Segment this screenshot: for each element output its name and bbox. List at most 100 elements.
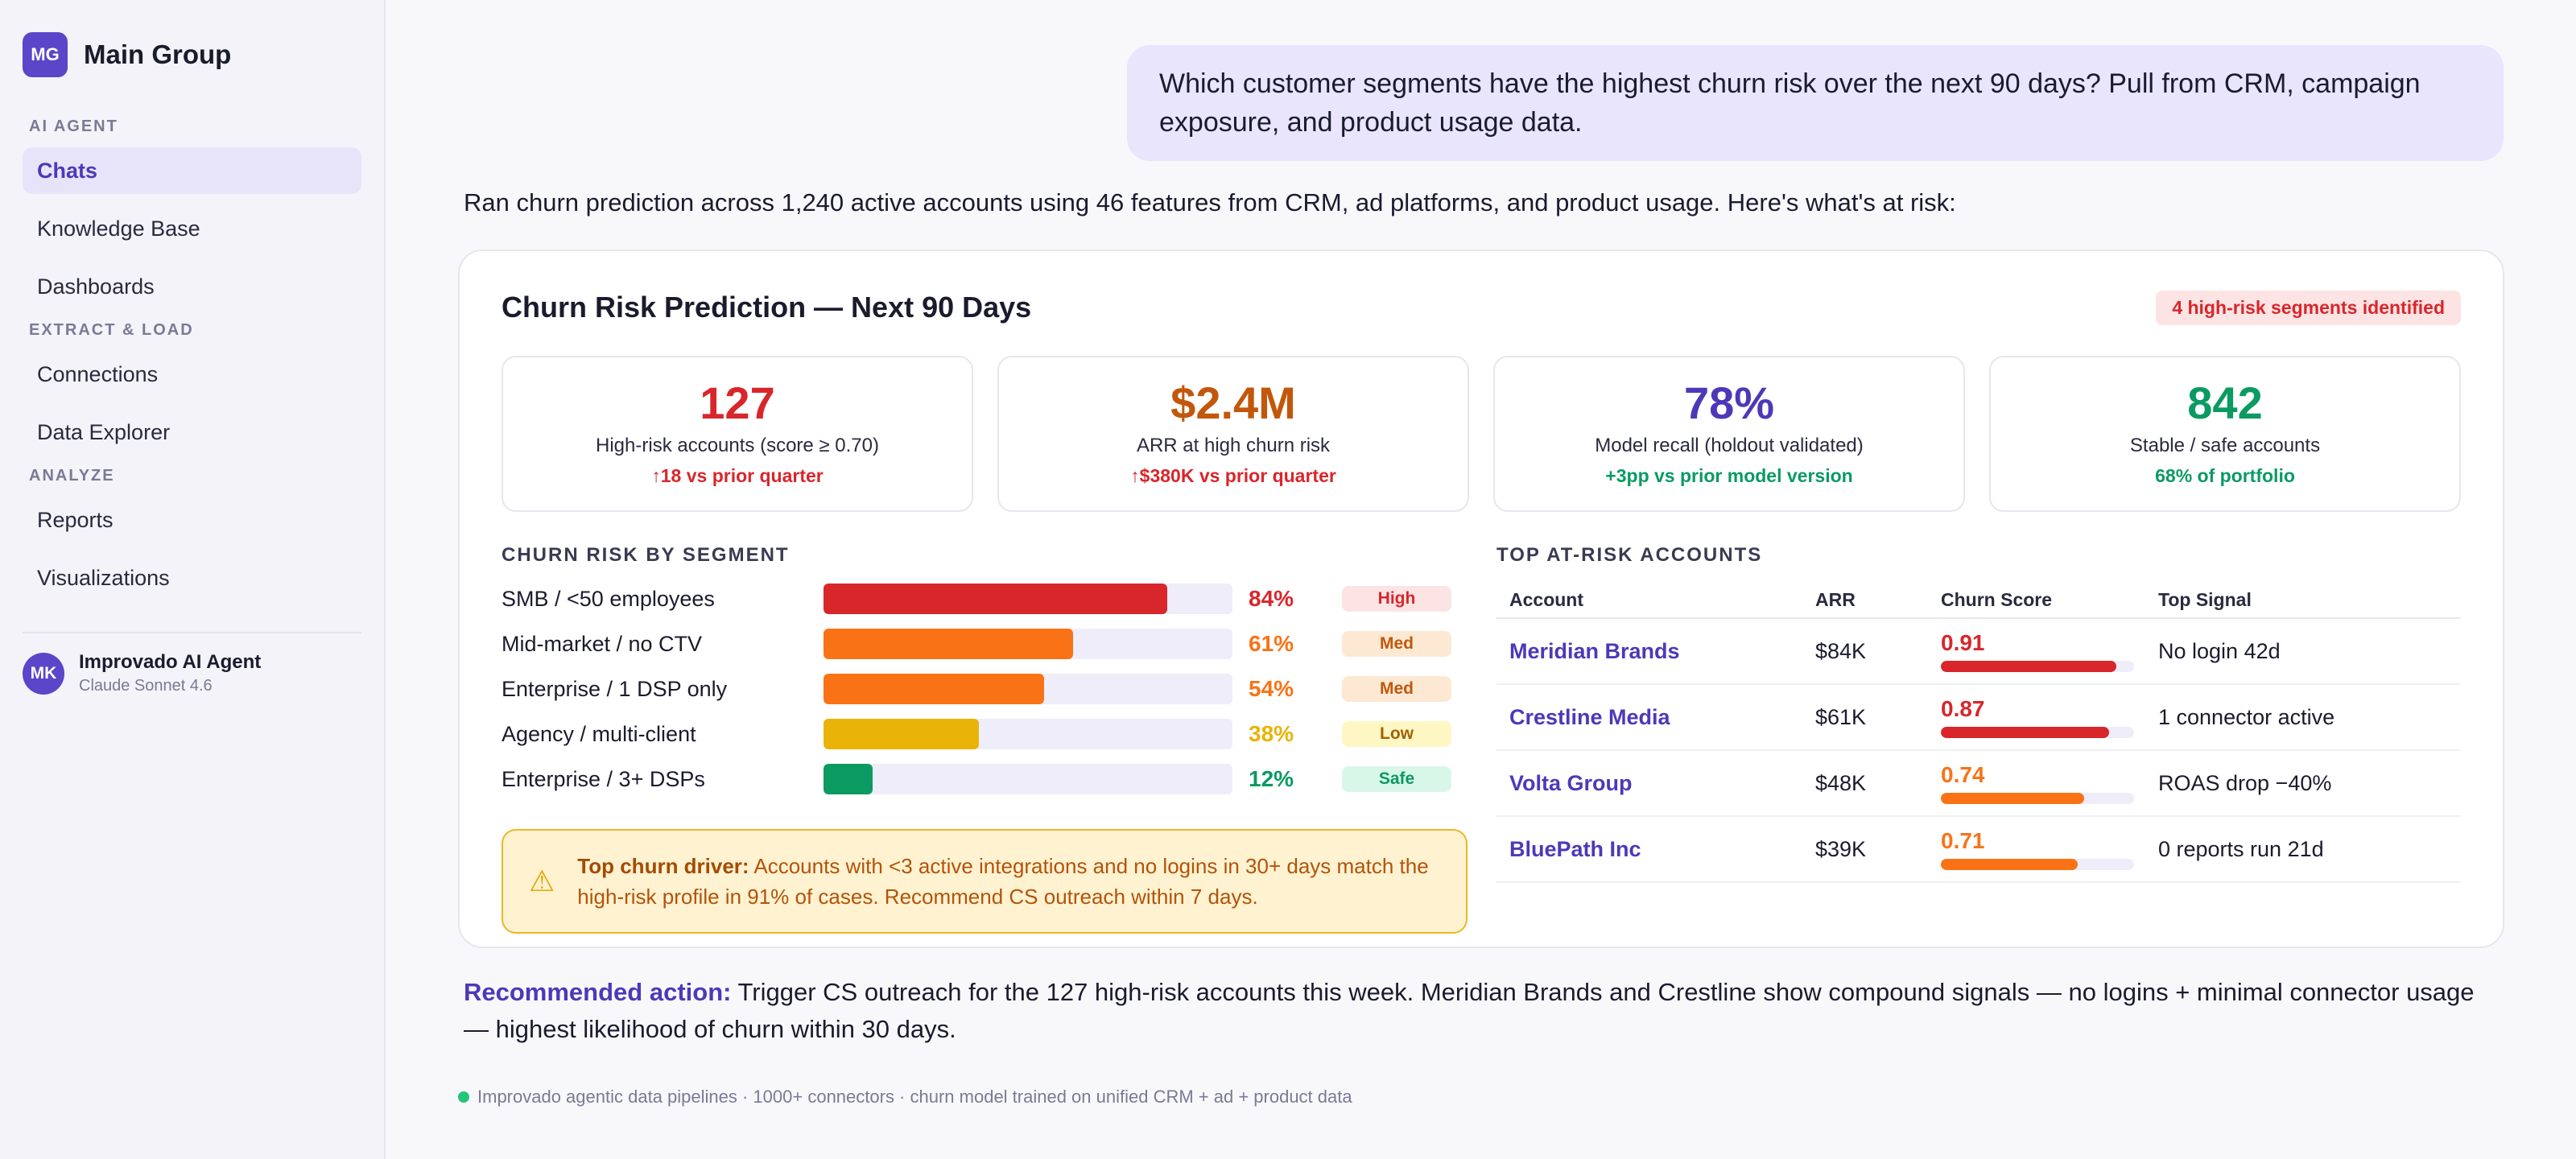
- agent-name: Improvado AI Agent: [79, 651, 262, 673]
- recommendation: Recommended action: Trigger CS outreach …: [464, 974, 2504, 1048]
- segment-bar: [824, 674, 1045, 704]
- risk-badge: Med: [1342, 676, 1451, 702]
- table-row[interactable]: Meridian Brands $84K 0.91 No login 42d: [1496, 618, 2461, 685]
- churn-score: 0.91: [1941, 630, 1985, 655]
- table-row[interactable]: Crestline Media $61K 0.87 1 connector activ…: [1496, 684, 2461, 751]
- status-badge: 4 high-risk segments identified: [2156, 290, 2461, 325]
- recommendation-lead: Recommended action:: [464, 978, 732, 1006]
- account-name-link[interactable]: Volta Group: [1496, 750, 1802, 817]
- score-bar-track: [1941, 859, 2134, 870]
- kpi-delta: ↑18 vs prior quarter: [651, 465, 824, 486]
- kpi-delta: +3pp vs prior model version: [1605, 465, 1853, 486]
- churn-score-cell: 0.87: [1928, 684, 2145, 751]
- sidebar-item-knowledge-base[interactable]: Knowledge Base: [37, 216, 200, 241]
- segment-row: Mid-market / no CTV 61% Med: [502, 621, 1468, 666]
- kpi-delta: ↑$380K vs prior quarter: [1130, 465, 1336, 486]
- risk-badge: Med: [1342, 631, 1451, 657]
- recommendation-text: Trigger CS outreach for the 127 high-ris…: [464, 978, 2475, 1043]
- score-bar-track: [1941, 727, 2134, 738]
- footer-note: Improvado agentic data pipelines · 1000+…: [458, 1087, 1352, 1107]
- table-row[interactable]: BluePath Inc $39K 0.71 0 reports run 21d: [1496, 816, 2461, 883]
- churn-score-cell: 0.71: [1928, 816, 2145, 883]
- alert-lead: Top churn driver:: [577, 854, 749, 878]
- workspace-switcher[interactable]: MG Main Group: [23, 32, 361, 77]
- sidebar-item-reports[interactable]: Reports: [37, 507, 114, 532]
- column-header: Account: [1496, 583, 1802, 619]
- segment-percent: 61%: [1249, 631, 1294, 656]
- churn-score: 0.74: [1941, 762, 1985, 787]
- segment-bar: [824, 764, 873, 794]
- agent-profile[interactable]: MK Improvado AI Agent Claude Sonnet 4.6: [23, 651, 361, 695]
- nav-section-title: ANALYZE: [29, 467, 115, 485]
- sidebar-item-chats[interactable]: Chats: [23, 147, 361, 194]
- sidebar-item-visualizations[interactable]: Visualizations: [37, 565, 170, 590]
- top-signal: 0 reports run 21d: [2145, 816, 2461, 883]
- table-row[interactable]: Volta Group $48K 0.74 ROAS drop −40%: [1496, 750, 2461, 817]
- column-header: Top Signal: [2145, 583, 2461, 619]
- sidebar-item-dashboards[interactable]: Dashboards: [37, 274, 155, 299]
- segment-percent: 84%: [1249, 586, 1294, 611]
- section-title: CHURN RISK BY SEGMENT: [502, 544, 790, 566]
- segment-label: Enterprise / 3+ DSPs: [502, 766, 705, 791]
- risk-badge: High: [1342, 586, 1451, 612]
- score-bar: [1941, 661, 2117, 672]
- sidebar: MG Main Group AI AGENT Chats Knowledge B…: [0, 0, 386, 1159]
- table-header-row: Account ARR Churn Score Top Signal: [1496, 583, 2461, 619]
- avatar: MK: [23, 652, 64, 695]
- nav-section-title: EXTRACT & LOAD: [29, 321, 194, 339]
- kpi-stable-accounts: 842 Stable / safe accounts 68% of portfo…: [1989, 356, 2461, 512]
- top-signal: ROAS drop −40%: [2145, 750, 2461, 817]
- segment-bar-track: [824, 764, 1232, 794]
- segment-percent: 12%: [1249, 766, 1294, 791]
- alert-text: Top churn driver: Accounts with <3 activ…: [577, 851, 1440, 912]
- segment-label: Agency / multi-client: [502, 721, 696, 746]
- churn-score: 0.87: [1941, 696, 1985, 721]
- account-arr: $61K: [1802, 684, 1928, 751]
- nav-section-analyze: ANALYZE Reports Visualizations: [23, 467, 361, 601]
- column-header: Churn Score: [1928, 583, 2145, 619]
- segment-percent: 54%: [1249, 676, 1294, 701]
- user-message: Which customer segments have the highest…: [1127, 45, 2504, 161]
- segment-row: Enterprise / 1 DSP only 54% Med: [502, 666, 1468, 711]
- kpi-model-recall: 78% Model recall (holdout validated) +3p…: [1493, 356, 1965, 512]
- score-bar-track: [1941, 661, 2134, 672]
- agent-model: Claude Sonnet 4.6: [79, 677, 213, 695]
- card-title: Churn Risk Prediction — Next 90 Days: [502, 291, 1032, 324]
- kpi-label: Model recall (holdout validated): [1595, 435, 1864, 456]
- column-header: ARR: [1802, 583, 1928, 619]
- account-name-link[interactable]: Meridian Brands: [1496, 618, 1802, 685]
- account-arr: $84K: [1802, 618, 1928, 685]
- score-bar: [1941, 859, 2079, 870]
- sidebar-item-data-explorer[interactable]: Data Explorer: [37, 419, 171, 444]
- card-header: Churn Risk Prediction — Next 90 Days 4 h…: [502, 287, 2461, 328]
- segment-row: Agency / multi-client 38% Low: [502, 711, 1468, 757]
- segment-bar: [824, 629, 1073, 659]
- segment-bar-track: [824, 719, 1232, 749]
- kpi-value: $2.4M: [1170, 377, 1296, 428]
- segment-panel: CHURN RISK BY SEGMENT SMB / <50 employee…: [502, 544, 1468, 934]
- footer-text: Improvado agentic data pipelines · 1000+…: [477, 1087, 1352, 1107]
- kpi-delta: 68% of portfolio: [2155, 465, 2295, 486]
- workspace-logo: MG: [23, 32, 68, 77]
- segment-label: Enterprise / 1 DSP only: [502, 676, 728, 701]
- kpi-value: 127: [700, 377, 775, 428]
- segment-bar-track: [824, 584, 1232, 614]
- nav-section-extract-load: EXTRACT & LOAD Connections Data Explorer: [23, 321, 361, 456]
- sidebar-item-connections[interactable]: Connections: [37, 361, 159, 386]
- accounts-body: Meridian Brands $84K 0.91 No login 42d Crest…: [1496, 618, 2461, 883]
- segment-list: SMB / <50 employees 84% High Mid-market / n…: [502, 576, 1468, 802]
- account-arr: $48K: [1802, 750, 1928, 817]
- churn-score: 0.71: [1941, 828, 1985, 853]
- kpi-arr-at-risk: $2.4M ARR at high churn risk ↑$380K vs p…: [997, 356, 1469, 512]
- kpi-label: ARR at high churn risk: [1136, 435, 1331, 456]
- segment-bar: [824, 719, 980, 749]
- churn-risk-card: Churn Risk Prediction — Next 90 Days 4 h…: [458, 250, 2504, 948]
- segment-percent: 38%: [1249, 721, 1294, 746]
- account-name-link[interactable]: BluePath Inc: [1496, 816, 1802, 883]
- section-title: TOP AT-RISK ACCOUNTS: [1496, 544, 1763, 566]
- assistant-intro: Ran churn prediction across 1,240 active…: [464, 188, 1956, 217]
- account-name-link[interactable]: Crestline Media: [1496, 684, 1802, 751]
- score-bar: [1941, 727, 2109, 738]
- card-lower: CHURN RISK BY SEGMENT SMB / <50 employee…: [502, 544, 2461, 934]
- churn-driver-alert: ⚠ Top churn driver: Accounts with <3 act…: [502, 829, 1468, 934]
